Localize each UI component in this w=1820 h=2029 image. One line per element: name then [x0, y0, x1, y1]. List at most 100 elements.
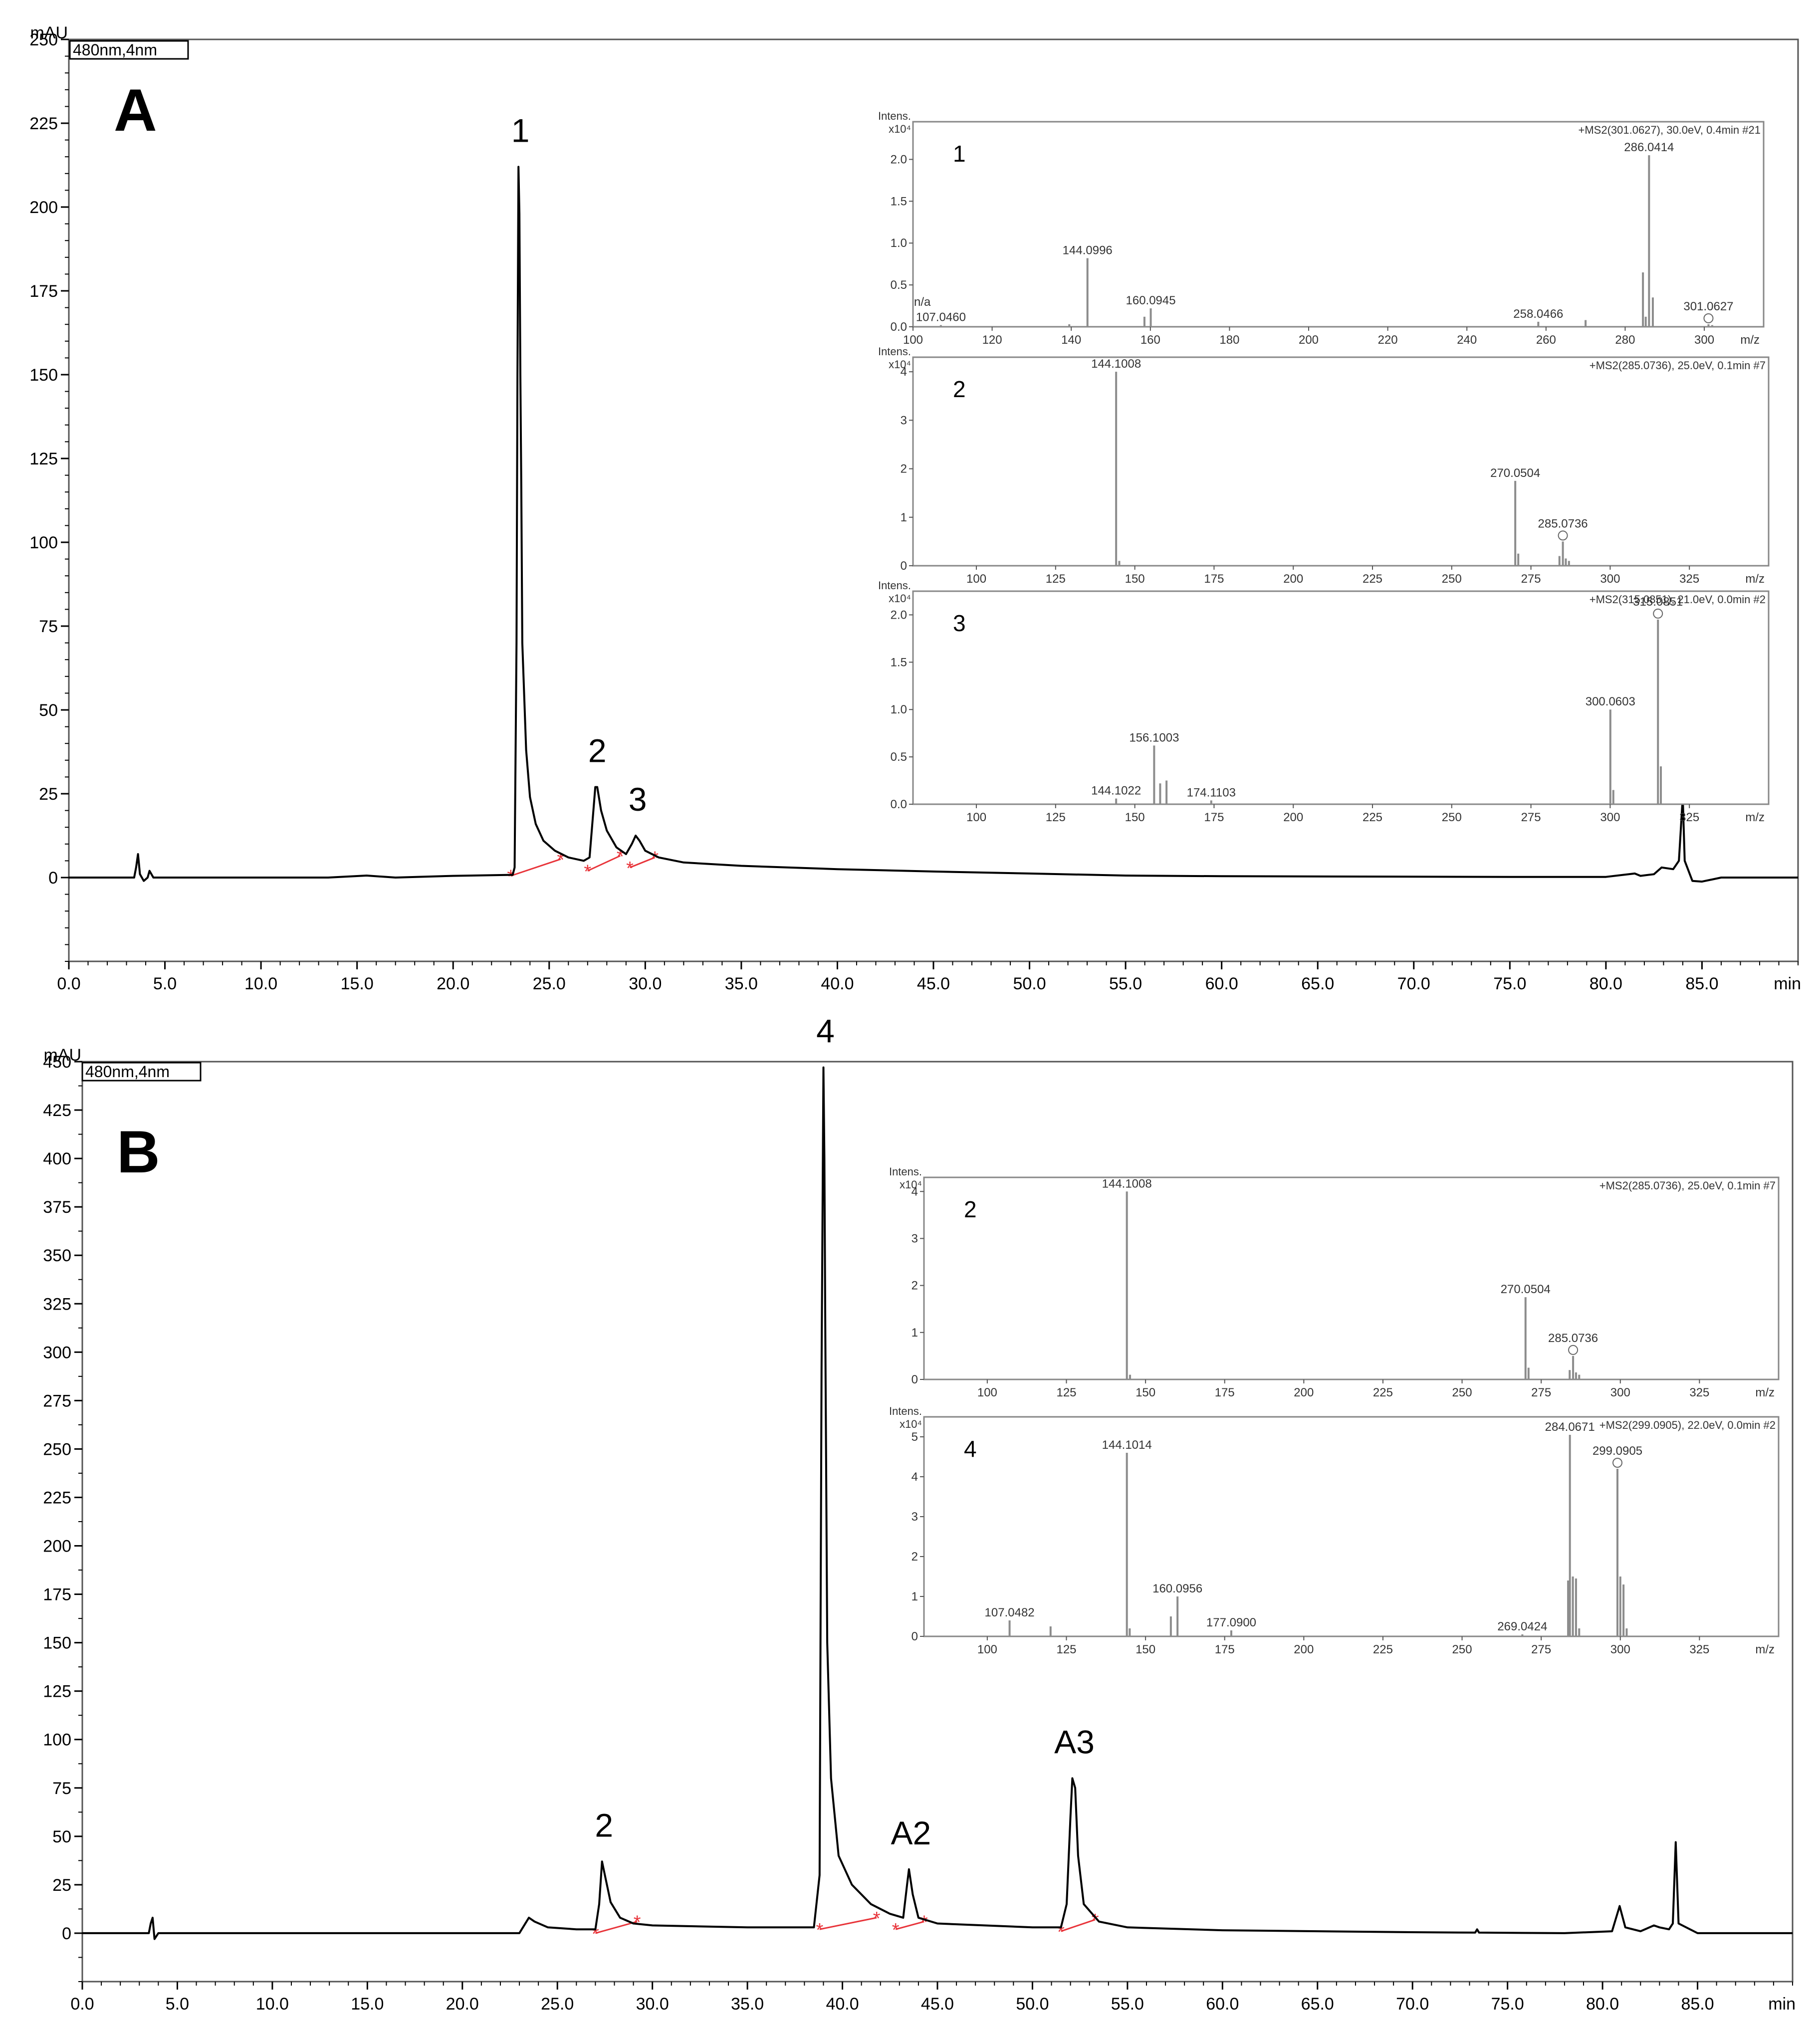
inset-y-tick-label: 2	[901, 462, 907, 476]
x-tick-label: 60.0	[1205, 974, 1238, 993]
ms-peak-label: 144.1022	[1091, 784, 1141, 798]
peak-label: 1	[511, 112, 530, 149]
ms-peak-label: 144.0996	[1063, 243, 1113, 257]
x-tick-label: 50.0	[1013, 974, 1046, 993]
inset-y-tick-label: 3	[901, 414, 907, 427]
x-tick-label: 80.0	[1586, 1995, 1619, 2014]
y-tick-label: 250	[29, 30, 58, 49]
inset-y-tick-label: 4	[911, 1185, 918, 1198]
ms-peak-label: 299.0905	[1592, 1444, 1642, 1458]
inset-y-tick-label: 5	[911, 1430, 918, 1444]
x-tick-label: 80.0	[1590, 974, 1622, 993]
integration-marker: *	[584, 862, 591, 883]
inset-header: +MS2(301.0627), 30.0eV, 0.4min #21	[1578, 124, 1761, 136]
inset-frame	[912, 590, 1770, 805]
inset-x-tick-label: 300	[1610, 1386, 1630, 1399]
inset-x-tick-label: 125	[1056, 1386, 1076, 1399]
y-tick-label: 100	[43, 1731, 71, 1750]
ms-peak-label: 156.1003	[1129, 731, 1179, 744]
y-tick-label: 200	[43, 1537, 71, 1556]
ms-peak-label: 144.1008	[1102, 1177, 1152, 1190]
ms-peak-label: 315.0851	[1633, 595, 1683, 609]
x-axis-label: min	[1768, 1995, 1796, 2014]
inset-x-tick-label: 100	[977, 1643, 997, 1656]
ms2-inset-2: +MS2(285.0736), 25.0eV, 0.1min #7 Intens.…	[889, 1165, 1780, 1399]
integration-baseline	[595, 1921, 638, 1934]
inset-x-tick-label: 200	[1294, 1386, 1314, 1399]
x-tick-label: 40.0	[821, 974, 854, 993]
y-tick-label: 225	[43, 1488, 71, 1507]
inset-x-axis-label: m/z	[1745, 572, 1765, 586]
ms-peak-label: 174.1103	[1187, 786, 1236, 799]
inset-x-tick-label: 100	[903, 333, 923, 347]
inset-frame	[923, 1416, 1780, 1637]
x-tick-label: 15.0	[351, 1995, 384, 2014]
inset-y-label: Intens.	[878, 345, 911, 358]
y-tick-label: 400	[43, 1149, 71, 1168]
inset-y-unit: x10⁴	[889, 123, 911, 135]
chromatogram-trace	[69, 166, 1798, 883]
inset-spectrum-label: 2	[953, 376, 966, 402]
inset-spectrum-label: 3	[953, 610, 966, 636]
inset-x-tick-label: 100	[966, 811, 986, 824]
detector-title-box	[69, 40, 189, 60]
inset-header: +MS2(299.0905), 22.0eV, 0.0min #2	[1599, 1419, 1776, 1431]
y-tick-label: 100	[29, 533, 58, 552]
peak-label: 2	[595, 1806, 613, 1843]
detector-title: 480nm,4nm	[85, 1063, 170, 1081]
inset-x-tick-label: 175	[1204, 572, 1224, 586]
y-tick-label: 150	[43, 1634, 71, 1653]
inset-x-tick-label: 300	[1694, 333, 1714, 347]
inset-y-tick-label: 1	[911, 1326, 918, 1340]
x-tick-label: 70.0	[1396, 1995, 1429, 2014]
inset-x-tick-label: 150	[1125, 572, 1145, 586]
inset-x-tick-label: 150	[1125, 811, 1145, 824]
inset-x-tick-label: 160	[1140, 333, 1160, 347]
x-tick-label: 85.0	[1681, 1995, 1714, 2014]
inset-x-tick-label: 200	[1283, 572, 1303, 586]
y-axis-label: mAU	[43, 1046, 81, 1065]
x-tick-label: 0.0	[70, 1995, 94, 2014]
y-tick-label: 125	[43, 1682, 71, 1701]
inset-x-tick-label: 325	[1679, 572, 1699, 586]
inset-x-tick-label: 175	[1215, 1643, 1235, 1656]
detector-title-box	[81, 1062, 202, 1082]
ms-peak-label: 285.0736	[1538, 517, 1588, 530]
precursor-marker	[1558, 530, 1568, 541]
y-tick-label: 125	[29, 450, 58, 468]
ms-peak-label: 107.0460	[916, 311, 966, 324]
y-tick-label: 375	[43, 1198, 71, 1217]
inset-x-tick-label: 225	[1363, 572, 1382, 586]
inset-x-tick-label: 260	[1536, 333, 1556, 347]
integration-marker: *	[634, 1912, 641, 1933]
y-tick-label: 75	[39, 617, 58, 636]
panel-label: A	[114, 77, 157, 144]
inset-y-tick-label: 1.0	[891, 236, 907, 250]
integration-marker: *	[892, 1920, 900, 1941]
inset-y-tick-label: 0.0	[891, 320, 907, 334]
inset-header: +MS2(285.0736), 25.0eV, 0.1min #7	[1590, 359, 1766, 372]
inset-x-tick-label: 250	[1442, 811, 1462, 824]
y-tick-label: 25	[52, 1876, 71, 1895]
y-tick-label: 250	[43, 1440, 71, 1459]
y-tick-label: 425	[43, 1101, 71, 1120]
inset-y-tick-label: 1	[901, 511, 907, 524]
inset-x-tick-label: 275	[1531, 1386, 1551, 1399]
inset-x-tick-label: 150	[1136, 1643, 1155, 1656]
x-tick-label: 10.0	[256, 1995, 289, 2014]
inset-y-tick-label: 0.0	[891, 798, 907, 811]
inset-y-label: Intens.	[878, 110, 911, 122]
inset-y-tick-label: 1	[911, 1590, 918, 1603]
inset-y-tick-label: 3	[911, 1232, 918, 1245]
inset-y-tick-label: 0.5	[891, 750, 907, 764]
integration-baseline	[819, 1917, 877, 1930]
x-tick-label: 45.0	[921, 1995, 954, 2014]
inset-x-tick-label: 325	[1689, 1643, 1709, 1656]
inset-x-tick-label: 150	[1136, 1386, 1155, 1399]
inset-x-tick-label: 280	[1615, 333, 1635, 347]
inset-y-unit: x10⁴	[889, 358, 911, 371]
inset-x-tick-label: 275	[1521, 572, 1541, 586]
ms2-inset-3: +MS2(315.0851), 21.0eV, 0.0min #2 Intens.…	[878, 579, 1770, 824]
ms-peak-label: 144.1008	[1091, 357, 1141, 371]
y-tick-label: 0	[48, 869, 58, 888]
